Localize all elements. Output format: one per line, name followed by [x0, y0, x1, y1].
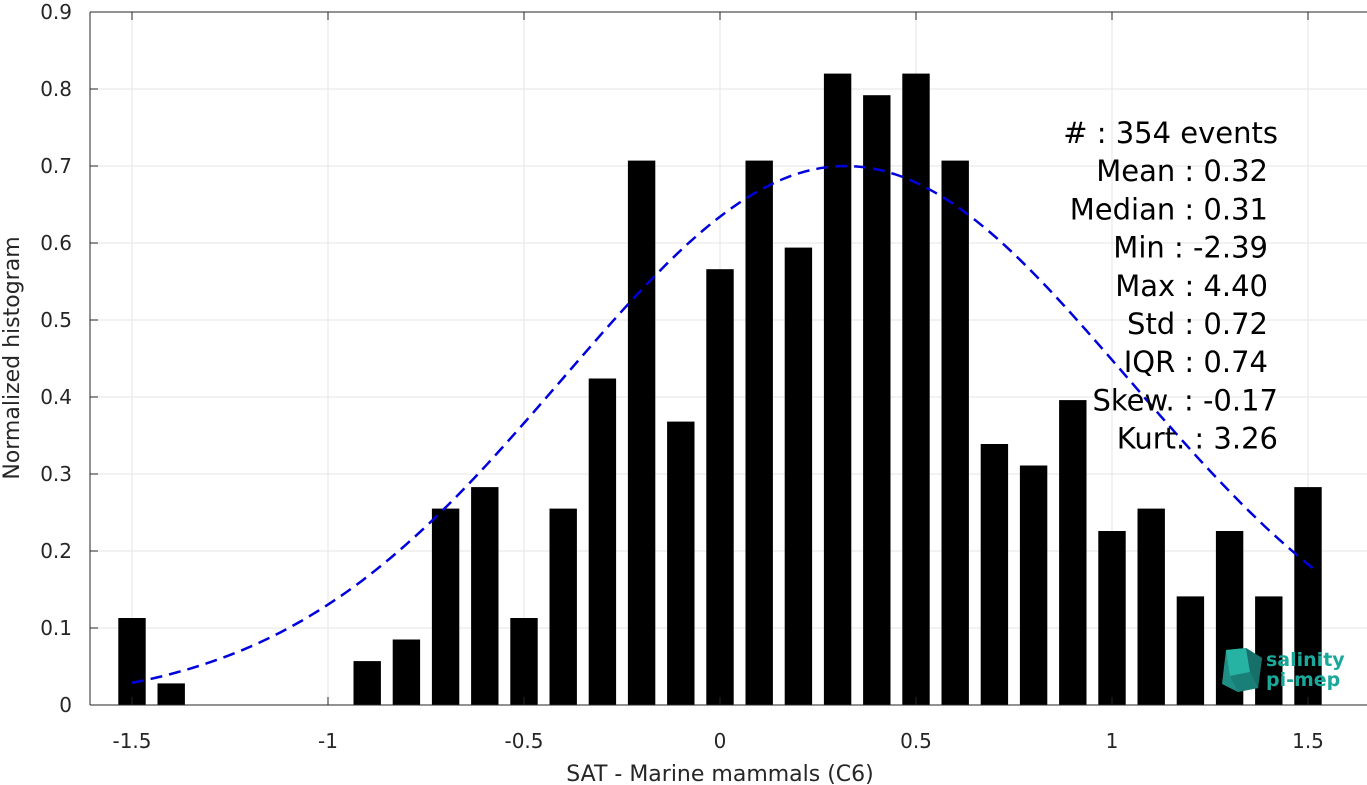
- histogram-bars: [118, 73, 1322, 706]
- x-tick-label: 1: [1106, 729, 1119, 753]
- histogram-bar: [588, 378, 617, 705]
- histogram-bar: [706, 269, 734, 705]
- histogram-bar: [784, 247, 813, 705]
- histogram-bar: [1059, 400, 1087, 705]
- histogram-bar: [667, 421, 695, 705]
- histogram-bar: [745, 160, 773, 706]
- histogram-bar: [627, 160, 656, 706]
- y-tick-label: 0.4: [40, 385, 72, 409]
- stats-annotation: # : 354 events Mean : 0.32 Median : 0.31 Mi…: [1063, 116, 1278, 456]
- y-tick-label: 0.3: [40, 462, 72, 486]
- stats-line: Median : 0.31: [1070, 192, 1268, 226]
- y-tick-label: 0.7: [40, 154, 72, 178]
- y-tick-label: 0.6: [40, 231, 72, 255]
- stats-line: Mean : 0.32: [1096, 154, 1268, 188]
- tick-labels: -1.5 -1 -0.5 0 0.5 1 1.5 0 0.1 0.2 0.3 0.4 0.5 0.6 0.7…: [40, 0, 1324, 753]
- histogram-bar: [1176, 596, 1205, 705]
- histogram-bar: [353, 661, 381, 705]
- y-tick-label: 0: [59, 693, 72, 717]
- histogram-bar: [431, 508, 460, 705]
- histogram-bar: [1019, 465, 1048, 705]
- x-axis-title: SAT - Marine mammals (C6): [566, 762, 874, 785]
- cube-logo-icon: [1222, 648, 1262, 692]
- x-tick-label: -1: [318, 729, 338, 753]
- histogram-bar: [1098, 531, 1126, 705]
- histogram-bar: [863, 95, 891, 705]
- y-axis-title: Normalized histogram: [0, 236, 25, 479]
- histogram-bar: [510, 618, 538, 705]
- histogram-bar: [902, 73, 930, 706]
- stats-line: # : 354 events: [1063, 116, 1278, 150]
- stats-line: Min : -2.39: [1113, 231, 1268, 265]
- stats-line: IQR : 0.74: [1124, 345, 1268, 379]
- histogram-bar: [392, 639, 421, 705]
- stats-line: Max : 4.40: [1115, 269, 1268, 303]
- x-tick-label: 0.5: [900, 729, 932, 753]
- stats-line: Kurt. : 3.26: [1117, 422, 1278, 456]
- x-tick-label: 0: [714, 729, 727, 753]
- histogram-bar: [980, 444, 1009, 705]
- logo-line-1: salinity: [1266, 649, 1345, 671]
- x-tick-label: -0.5: [504, 729, 543, 753]
- y-tick-label: 0.9: [40, 0, 72, 24]
- x-tick-label: 1.5: [1292, 729, 1324, 753]
- histogram-bar: [941, 160, 969, 706]
- y-tick-label: 0.1: [40, 616, 72, 640]
- histogram-bar: [471, 487, 499, 705]
- x-tick-label: -1.5: [112, 729, 151, 753]
- y-tick-label: 0.5: [40, 308, 72, 332]
- salinity-pi-mep-logo: salinity pi-mep: [1222, 648, 1345, 692]
- histogram-bar: [1294, 487, 1322, 705]
- y-tick-label: 0.8: [40, 77, 72, 101]
- y-tick-label: 0.2: [40, 539, 72, 563]
- stats-line: Std : 0.72: [1127, 307, 1268, 341]
- histogram-bar: [157, 683, 185, 705]
- stats-line: Skew. : -0.17: [1092, 383, 1278, 417]
- histogram-bar: [823, 73, 852, 706]
- histogram-bar: [1255, 596, 1283, 705]
- histogram-bar: [549, 508, 577, 705]
- histogram-bar: [1137, 508, 1165, 705]
- logo-line-2: pi-mep: [1266, 669, 1340, 691]
- axes: [89, 11, 1367, 706]
- normal-fit-curve: [131, 164, 1317, 685]
- histogram-bar: [118, 618, 146, 705]
